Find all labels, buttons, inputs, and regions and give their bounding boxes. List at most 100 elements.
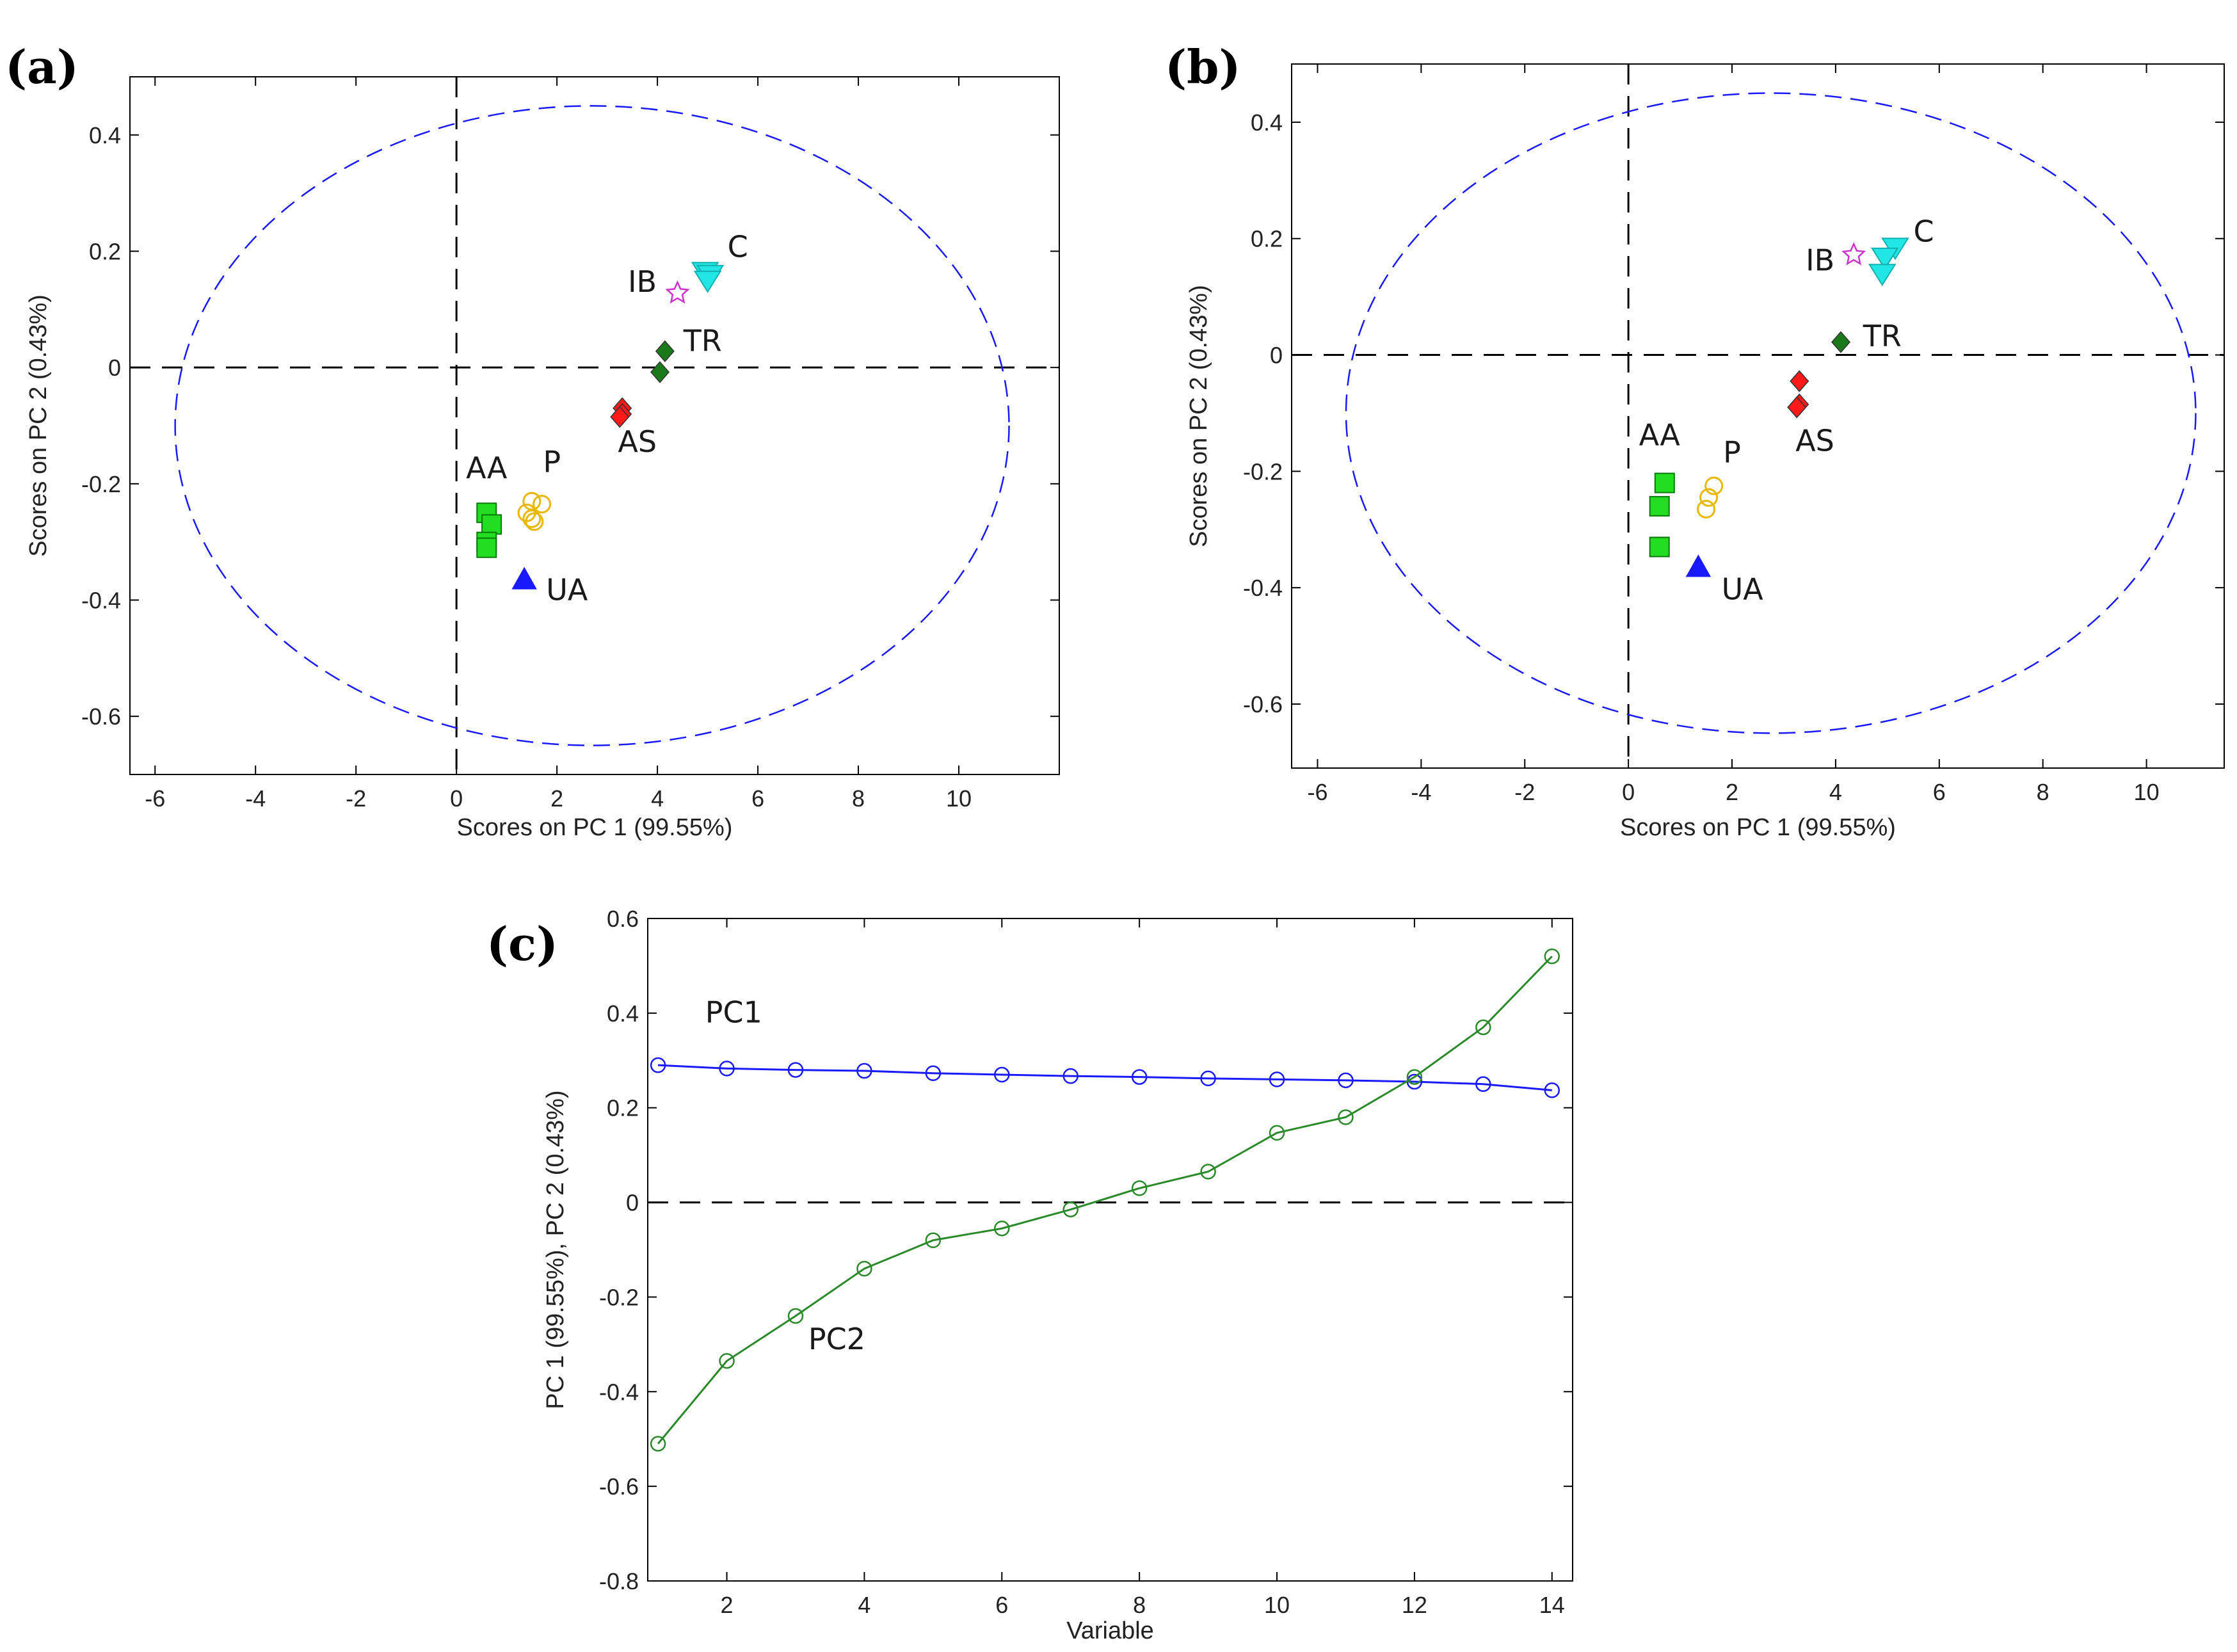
group-label-as: AS [1795,424,1834,458]
confidence-ellipse [174,105,1010,746]
y-tick-label: -0.2 [599,1284,639,1310]
y-tick-label: 0.2 [607,1095,639,1121]
group-label-ib: IB [1806,243,1834,278]
data-point-pc1 [1544,1082,1560,1098]
x-tick-label: 8 [852,785,865,812]
group-label-p: P [1723,435,1741,470]
x-axis-label: Variable [1066,1617,1154,1644]
x-tick-label: -2 [1514,779,1535,805]
series-label-pc1: PC1 [705,995,762,1030]
x-tick-label: -6 [145,785,165,812]
data-point-aa [476,537,497,558]
chart-b: -6 -4 -2 0 2 4 6 8 10 -0.6 -0.4 -0.2 0 0.2 0.4 Scores o… [1165,40,2225,841]
data-point-pc1 [719,1061,735,1077]
data-point-aa [1649,536,1670,557]
data-point-pc2 [1544,948,1560,965]
data-point-p [1699,488,1719,507]
panel-label-c: (c) [486,917,558,971]
group-label-c: C [1913,214,1934,248]
y-tick-label: 0 [108,355,121,381]
data-point-pc2 [1406,1069,1423,1085]
x-tick-label: -2 [346,785,366,812]
data-point-pc1 [1475,1076,1491,1092]
data-point-pc2 [719,1352,735,1369]
data-point-pc2 [1269,1125,1285,1141]
x-tick-label: -4 [1411,779,1431,805]
data-point-pc2 [1475,1019,1491,1036]
data-point-c [1868,264,1896,287]
data-point-pc1 [650,1057,666,1073]
x-tick-label: 4 [1829,779,1842,805]
x-tick-label: 2 [550,785,563,812]
data-point-p [533,495,552,514]
panel-label-a: (a) [5,40,79,94]
data-point-as [1790,370,1809,392]
x-tick-label: 14 [1539,1592,1565,1618]
y-tick-label: -0.8 [599,1568,639,1594]
data-point-pc2 [925,1232,942,1248]
data-point-pc1 [856,1063,872,1079]
group-label-as: AS [618,424,657,459]
data-point-pc1 [1200,1070,1216,1087]
data-point-tr [1831,331,1851,353]
y-tick-label: 0.4 [607,1000,639,1027]
x-tick-label: 4 [858,1592,870,1618]
y-tick-label: 0.4 [89,122,121,148]
group-label-tr: TR [1863,319,1902,353]
series-line-pc1 [658,1064,1552,1091]
data-point-aa [1649,495,1670,517]
data-point-ua [511,566,537,589]
y-tick-label: -0.2 [1243,458,1283,485]
data-point-ib [1841,242,1866,266]
data-point-p [522,509,541,528]
x-tick-label: 10 [1264,1592,1290,1618]
x-tick-label: 8 [1133,1592,1146,1618]
group-label-aa: AA [1639,417,1681,452]
y-tick-label: -0.6 [1243,691,1283,718]
data-point-pc2 [1338,1109,1354,1125]
series-label-pc2: PC2 [808,1322,865,1356]
group-label-aa: AA [466,451,508,485]
x-tick-label: 8 [2037,779,2049,805]
confidence-ellipse [1345,92,2197,734]
x-axis-label: Scores on PC 1 (99.55%) [1620,814,1896,841]
x-tick-label: -4 [245,785,266,812]
chart-a: -6 -4 -2 0 2 4 6 8 10 -0.6 -0.4 -0.2 0 0.2 0.4 Scores o… [5,40,1060,841]
data-point-tr [655,340,675,362]
y-tick-label: -0.4 [599,1379,639,1405]
data-point-pc1 [1269,1071,1285,1087]
y-axis-label: Scores on PC 2 (0.43%) [25,294,52,557]
y-tick-label: 0.2 [89,239,121,265]
group-label-c: C [728,230,748,264]
y-tick-label: -0.2 [81,471,121,497]
group-label-tr: TR [683,324,722,358]
x-tick-label: 10 [946,785,972,812]
data-point-pc1 [787,1062,804,1078]
y-tick-label: -0.4 [1243,575,1283,601]
data-point-pc1 [925,1065,942,1081]
data-point-ua [1685,554,1712,577]
data-point-pc2 [1200,1164,1216,1180]
data-point-pc1 [994,1066,1010,1083]
data-point-aa [481,514,502,535]
y-tick-label: 0 [1270,342,1283,369]
group-label-ua: UA [1722,572,1764,606]
data-point-aa [1654,472,1675,493]
data-point-c [1871,247,1899,270]
data-point-c [693,270,722,293]
x-tick-label: 6 [1933,779,1946,805]
x-tick-label: 6 [995,1592,1008,1618]
y-tick-label: 0.2 [1251,226,1283,252]
data-point-pc2 [1062,1201,1078,1217]
data-point-pc1 [1062,1068,1078,1084]
x-tick-label: 2 [1726,779,1738,805]
group-label-ua: UA [546,573,588,607]
data-point-pc2 [650,1436,666,1452]
x-tick-label: -6 [1307,779,1327,805]
y-tick-label: 0 [626,1190,639,1216]
plot-frame-a [129,76,1060,775]
data-point-pc2 [787,1308,804,1324]
group-label-ib: IB [628,264,657,299]
data-point-p [1704,476,1724,495]
